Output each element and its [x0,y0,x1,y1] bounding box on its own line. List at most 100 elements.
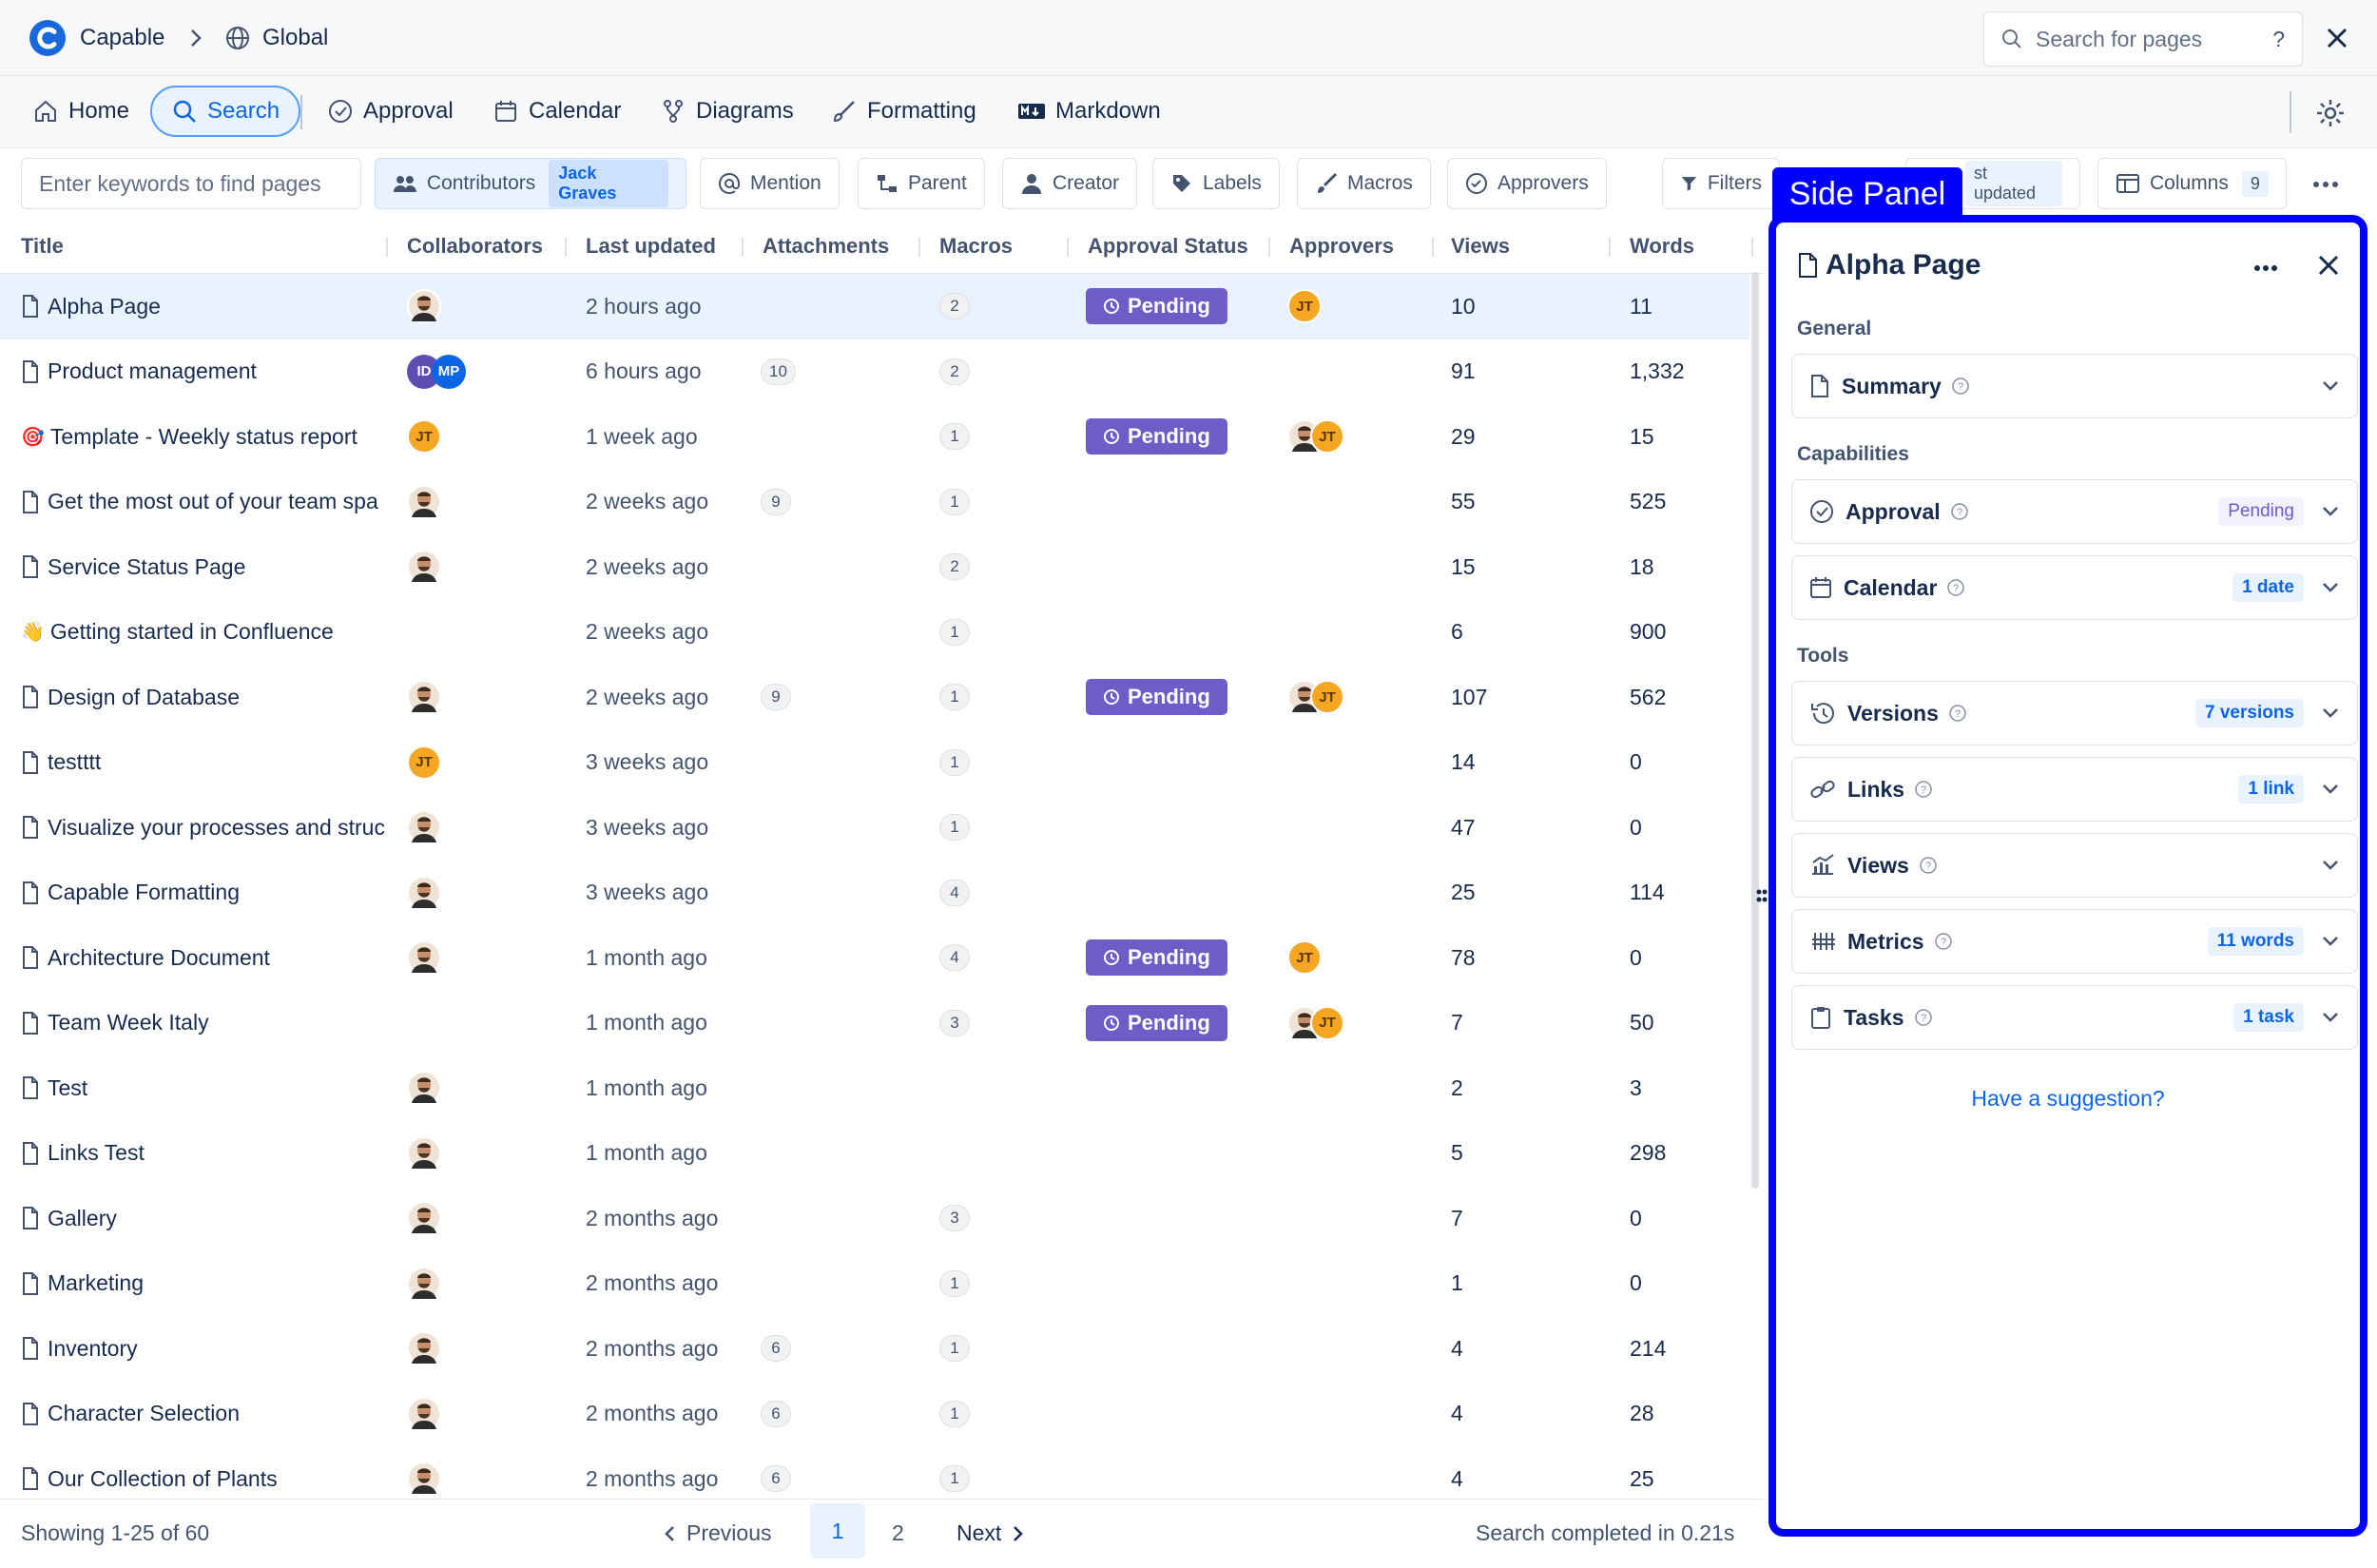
col-resizer[interactable] [1268,238,1270,257]
col-macros[interactable]: Macros [939,234,1014,258]
table-row[interactable]: Get the most out of your team spa 2 weeks… [0,470,1749,535]
nav-calendar[interactable]: Calendar [493,86,621,137]
table-row[interactable]: Team Week Italy 1 month ago 3 Pending JT 7 50 [0,991,1749,1056]
page-title-link[interactable]: Marketing [48,1270,144,1295]
page-title-link[interactable]: Alpha Page [48,293,161,319]
approval-status-badge[interactable]: Pending [1086,939,1227,976]
page-title-link[interactable]: Team Week Italy [48,1010,209,1035]
table-row[interactable]: testttt JT 3 weeks ago 1 14 0 [0,730,1749,796]
col-resizer[interactable] [742,238,744,257]
col-resizer[interactable] [1751,238,1753,257]
app-brand[interactable]: Capable [29,17,164,59]
more-options-icon[interactable] [2307,173,2345,196]
table-row[interactable]: Alpha Page 2 hours ago 2 Pending JT 10 11 [0,274,1749,339]
nav-diagrams[interactable]: Diagrams [660,86,794,137]
table-row[interactable]: Product management ID MP 6 hours ago 10 2 91 1,… [0,339,1749,405]
help-button[interactable]: ? [2272,26,2285,51]
approval-status-badge[interactable]: Pending [1086,1004,1227,1041]
table-scrollbar[interactable] [1751,272,1759,1189]
col-title[interactable]: Title [21,234,64,258]
accordion-views[interactable]: Views ? [1791,833,2358,898]
col-words[interactable]: Words [1630,234,1695,258]
page-title-link[interactable]: Inventory [48,1335,138,1361]
page-title-link[interactable]: Capable Formatting [48,880,240,904]
filter-mention[interactable]: Mention [700,158,840,209]
page-title-link[interactable]: Service Status Page [48,553,246,579]
page-1-button[interactable]: 1 [810,1503,865,1558]
page-title-link[interactable]: Get the most out of your team spa [48,489,378,513]
col-resizer[interactable] [1432,238,1434,257]
close-icon[interactable] [2320,21,2354,55]
page-title-link[interactable]: Gallery [48,1205,117,1230]
col-approvers[interactable]: Approvers [1289,234,1395,258]
previous-page-button[interactable]: Previous [662,1520,771,1546]
breadcrumb-space[interactable]: Global [224,17,328,59]
table-row[interactable]: 👋 Getting started in Confluence 2 weeks ag… [0,600,1749,666]
page-title-link[interactable]: Product management [48,358,257,383]
next-page-button[interactable]: Next [957,1520,1026,1546]
gear-icon[interactable] [2314,97,2347,129]
page-search-box[interactable]: Search for pages ? [1983,11,2303,67]
table-row[interactable]: Character Selection 2 months ago 6 1 4 28 [0,1382,1749,1447]
page-title-link[interactable]: Architecture Document [48,944,270,970]
page-title-link[interactable]: Test [48,1074,88,1100]
table-row[interactable]: Our Collection of Plants 2 months ago 6 1 4 2… [0,1446,1749,1499]
page-title-link[interactable]: Our Collection of Plants [48,1465,278,1491]
table-row[interactable]: 🎯 Template - Weekly status report JT 1 week… [0,404,1749,470]
approval-status-badge[interactable]: Pending [1086,288,1227,324]
table-row[interactable]: Links Test 1 month ago 5 298 [0,1121,1749,1187]
page-title-link[interactable]: Getting started in Confluence [49,619,334,644]
table-row[interactable]: Architecture Document 1 month ago 4 Pending… [0,925,1749,991]
filter-macros[interactable]: Macros [1297,158,1431,209]
page-title-link[interactable]: Template - Weekly status report [49,423,358,449]
accordion-approval[interactable]: Approval ? Pending [1791,479,2358,544]
page-title-link[interactable]: testttt [48,749,102,774]
filter-contributors[interactable]: Contributors Jack Graves [375,158,686,209]
table-row[interactable]: Capable Formatting 3 weeks ago 4 25 114 [0,861,1749,926]
table-row[interactable]: Test 1 month ago 2 3 [0,1055,1749,1121]
filter-parent[interactable]: Parent [858,158,985,209]
accordion-metrics[interactable]: Metrics ? 11 words [1791,909,2358,974]
table-row[interactable]: Service Status Page 2 weeks ago 2 15 18 [0,534,1749,600]
nav-search[interactable]: Search [150,86,301,137]
more-options-icon[interactable] [2251,259,2280,278]
nav-home[interactable]: Home [32,86,129,137]
col-resizer[interactable] [1609,238,1611,257]
col-resizer[interactable] [386,238,388,257]
table-row[interactable]: Marketing 2 months ago 1 1 0 [0,1251,1749,1317]
page-title-link[interactable]: Visualize your processes and struc [48,814,385,840]
nav-formatting[interactable]: Formatting [831,86,976,137]
close-icon[interactable] [2314,251,2343,280]
col-resizer[interactable] [565,238,567,257]
col-resizer[interactable] [1067,238,1069,257]
table-row[interactable]: Gallery 2 months ago 3 7 0 [0,1186,1749,1251]
col-attachments[interactable]: Attachments [763,234,890,258]
approval-status-badge[interactable]: Pending [1086,679,1227,715]
filters-button[interactable]: Filters [1662,158,1780,209]
page-title-link[interactable]: Links Test [48,1140,145,1165]
keyword-input[interactable]: Enter keywords to find pages [21,158,361,209]
columns-button[interactable]: Columns 9 [2097,158,2287,209]
col-collaborators[interactable]: Collaborators [407,234,544,258]
col-last-updated[interactable]: Last updated [586,234,716,258]
panel-resize-handle-icon[interactable] [1755,882,1768,911]
accordion-links[interactable]: Links ? 1 link [1791,757,2358,822]
page-title-link[interactable]: Character Selection [48,1401,240,1425]
filter-creator[interactable]: Creator [1002,158,1138,209]
accordion-tasks[interactable]: Tasks ? 1 task [1791,985,2358,1050]
nav-markdown[interactable]: Markdown [1017,86,1161,137]
page-2-button[interactable]: 2 [892,1520,904,1545]
table-row[interactable]: Inventory 2 months ago 6 1 4 214 [0,1316,1749,1382]
table-row[interactable]: Design of Database 2 weeks ago 9 1 Pending JT… [0,665,1749,730]
filter-labels[interactable]: Labels [1152,158,1280,209]
table-row[interactable]: Visualize your processes and struc 3 week… [0,795,1749,861]
col-views[interactable]: Views [1451,234,1510,258]
suggestion-link[interactable]: Have a suggestion? [1971,1086,2165,1111]
page-title-link[interactable]: Design of Database [48,684,241,709]
col-resizer[interactable] [918,238,920,257]
accordion-calendar[interactable]: Calendar ? 1 date [1791,555,2358,620]
col-approval-status[interactable]: Approval Status [1088,234,1248,258]
nav-approval[interactable]: Approval [327,86,454,137]
accordion-versions[interactable]: Versions ? 7 versions [1791,681,2358,745]
approval-status-badge[interactable]: Pending [1086,418,1227,455]
